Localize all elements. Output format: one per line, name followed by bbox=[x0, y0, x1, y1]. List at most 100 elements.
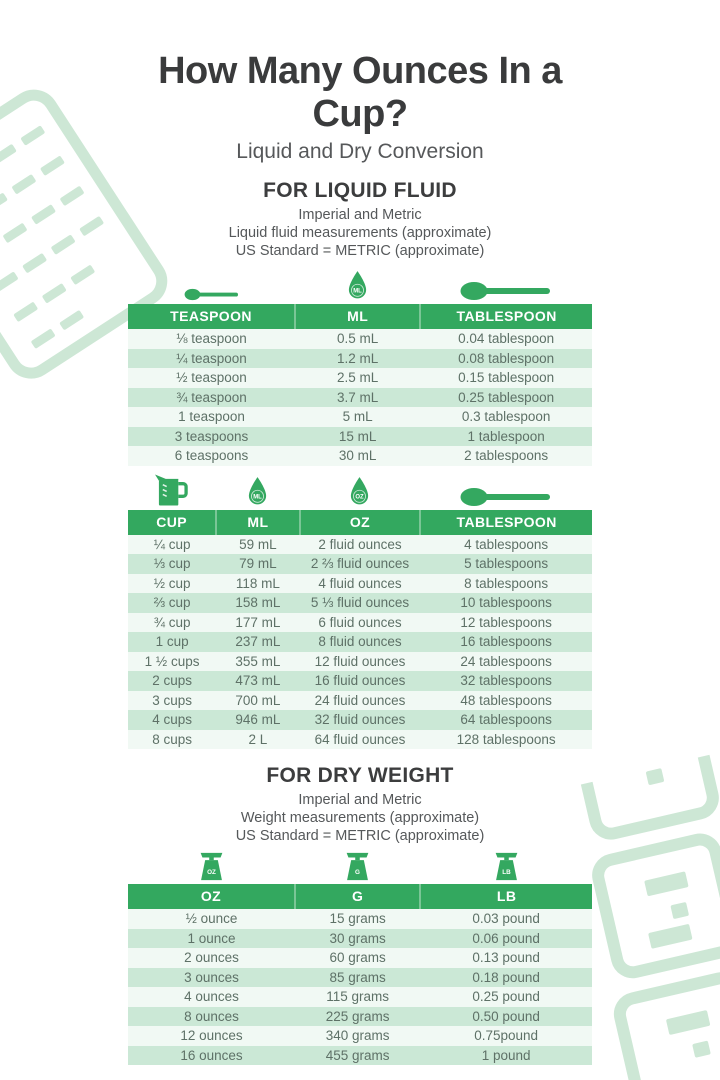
liquid-subheading: Imperial and Metric Liquid fluid measure… bbox=[128, 206, 592, 260]
table-cell: 85 grams bbox=[329, 969, 386, 985]
table-cell: 455 grams bbox=[325, 1047, 390, 1063]
table-cell: 64 fluid ounces bbox=[314, 731, 406, 747]
table-row: 16 ounces 455 grams 1 pound bbox=[128, 1045, 592, 1065]
dry-subline: Imperial and Metric bbox=[298, 792, 422, 808]
dry-subline: Weight measurements (approximate) bbox=[240, 810, 480, 826]
table-cell: 24 fluid ounces bbox=[314, 692, 406, 708]
table-cell: 3 cups bbox=[152, 692, 192, 708]
svg-text:ML: ML bbox=[254, 494, 263, 500]
table-row: 3 teaspoons 15 mL 1 tablespoon bbox=[128, 426, 592, 446]
table-cell: 237 mL bbox=[235, 634, 281, 649]
table-cell: 4 fluid ounces bbox=[318, 575, 402, 591]
table-cell: 355 mL bbox=[235, 653, 281, 669]
page-title: How Many Ounces In a Cup? bbox=[158, 50, 562, 135]
table-cell: 4 tablespoons bbox=[464, 536, 549, 552]
table-cell: 2 fluid ounces bbox=[318, 536, 402, 552]
svg-text:OZ: OZ bbox=[356, 494, 365, 500]
table-cell: 16 ounces bbox=[180, 1047, 243, 1063]
table-row: 6 teaspoons 30 mL 2 tablespoons bbox=[128, 446, 592, 466]
table-cell: ¼ cup bbox=[153, 536, 191, 552]
table-row: 8 ounces 225 grams 0.50 pound bbox=[128, 1006, 592, 1026]
table-row: ½ teaspoon 2.5 mL 0.15 tablespoon bbox=[128, 368, 592, 388]
table-cell: 1.2 mL bbox=[337, 350, 379, 366]
table-cell: 946 mL bbox=[235, 712, 281, 727]
table-cell: 15 grams bbox=[329, 911, 386, 926]
table-row: ½ cup 118 mL 4 fluid ounces 8 tablespoons bbox=[128, 573, 592, 593]
weight-conversion-table: OZ G LB ½ ounce 15 grams 0.03 pound 1 ounce… bbox=[128, 884, 592, 1065]
tablespoon-icon bbox=[460, 487, 551, 506]
decor-notepad-illustration bbox=[0, 89, 168, 379]
table-row: 1 ½ cups 355 mL 12 fluid ounces 24 tablespo… bbox=[128, 651, 592, 671]
g-scale-icon: G bbox=[346, 852, 369, 881]
table-cell: 0.3 tablespoon bbox=[461, 409, 551, 424]
table-cell: 24 tablespoons bbox=[460, 653, 552, 669]
table-cell: 0.04 tablespoon bbox=[458, 331, 555, 346]
table-cell: 16 fluid ounces bbox=[314, 673, 406, 688]
table-cell: 1 tablespoon bbox=[467, 428, 545, 444]
table-cell: 0.25 pound bbox=[472, 989, 540, 1004]
dry-subheading: Imperial and Metric Weight measurements … bbox=[128, 791, 592, 845]
svg-text:OZ: OZ bbox=[207, 869, 216, 876]
table-row: 1 teaspoon 5 mL 0.3 tablespoon bbox=[128, 407, 592, 427]
table-cell: 177 mL bbox=[235, 614, 281, 630]
liquid-heading: FOR LIQUID FLUID bbox=[263, 179, 457, 202]
table-cell: ⅔ cup bbox=[153, 595, 191, 610]
table-cell: 16 tablespoons bbox=[460, 634, 552, 649]
table-cell: 32 tablespoons bbox=[460, 673, 552, 688]
column-header: OZ bbox=[128, 884, 296, 909]
table-cell: 12 fluid ounces bbox=[314, 653, 406, 669]
table-cell: 225 grams bbox=[325, 1008, 390, 1024]
liquid-subline: Liquid fluid measurements (approximate) bbox=[228, 225, 492, 241]
table-cell: 0.25 tablespoon bbox=[458, 389, 555, 405]
table-row: ⅔ cup 158 mL 5 ⅓ fluid ounces 10 tablespoon… bbox=[128, 593, 592, 613]
table-cell: 8 cups bbox=[152, 731, 192, 747]
table-cell: 1 cup bbox=[155, 634, 189, 649]
table-cell: 4 ounces bbox=[184, 989, 239, 1004]
table-cell: ¼ teaspoon bbox=[176, 350, 247, 366]
table-cell: ½ ounce bbox=[185, 911, 238, 926]
table-cell: 64 tablespoons bbox=[460, 712, 552, 727]
table-cell: 3.7 mL bbox=[337, 389, 379, 405]
table-cell: 0.75pound bbox=[474, 1028, 539, 1043]
table-cell: 8 ounces bbox=[184, 1008, 239, 1024]
table-cell: 0.50 pound bbox=[472, 1008, 540, 1024]
table-cell: 48 tablespoons bbox=[460, 692, 552, 708]
table-cell: 2 tablespoons bbox=[464, 448, 549, 463]
table-cell: 12 tablespoons bbox=[460, 614, 552, 630]
table-cell: 700 mL bbox=[235, 692, 281, 708]
table-row: ⅛ teaspoon 0.5 mL 0.04 tablespoon bbox=[128, 329, 592, 349]
table-cell: ⅛ teaspoon bbox=[176, 331, 247, 346]
table-row: 4 ounces 115 grams 0.25 pound bbox=[128, 987, 592, 1007]
table-cell: ¾ teaspoon bbox=[176, 389, 247, 405]
dry-subline: US Standard = METRIC (approximate) bbox=[235, 828, 485, 844]
table-cell: 4 cups bbox=[152, 712, 192, 727]
oz-droplet-icon: OZ bbox=[351, 476, 369, 504]
table-cell: 2 cups bbox=[152, 673, 192, 688]
liquid-section: FOR LIQUID FLUID Imperial and Metric Liq… bbox=[128, 179, 592, 749]
teaspoon-icon bbox=[184, 288, 238, 301]
table-cell: 15 mL bbox=[338, 428, 377, 444]
column-header: LB bbox=[419, 884, 592, 909]
column-header: CUP bbox=[128, 509, 217, 535]
table-cell: 5 ⅓ fluid ounces bbox=[310, 595, 410, 610]
table-row: ½ ounce 15 grams 0.03 pound bbox=[128, 909, 592, 929]
table-cell: 59 mL bbox=[239, 536, 277, 552]
table-header-row: TEASPOON ML TABLESPOON bbox=[128, 304, 592, 329]
weight-table-icon-row: OZ G LB bbox=[128, 852, 592, 881]
svg-text:G: G bbox=[355, 869, 360, 876]
table-row: ¾ teaspoon 3.7 mL 0.25 tablespoon bbox=[128, 387, 592, 407]
tablespoon-icon bbox=[460, 282, 551, 300]
dry-section: FOR DRY WEIGHT Imperial and Metric Weigh… bbox=[128, 764, 592, 1065]
table-cell: 6 fluid ounces bbox=[318, 614, 402, 630]
table-cell: 32 fluid ounces bbox=[314, 712, 406, 727]
table-cell: 30 grams bbox=[329, 930, 386, 946]
table-cell: 128 tablespoons bbox=[456, 731, 556, 747]
column-header: ML bbox=[215, 509, 300, 535]
table-row: 3 cups 700 mL 24 fluid ounces 48 tablespoon… bbox=[128, 690, 592, 710]
table-cell: 8 tablespoons bbox=[464, 575, 549, 591]
table-cell: 118 mL bbox=[235, 575, 280, 591]
lb-scale-icon: LB bbox=[495, 852, 517, 881]
table-row: ¼ teaspoon 1.2 mL 0.08 tablespoon bbox=[128, 348, 592, 368]
table-header-row: OZ G LB bbox=[128, 884, 592, 909]
